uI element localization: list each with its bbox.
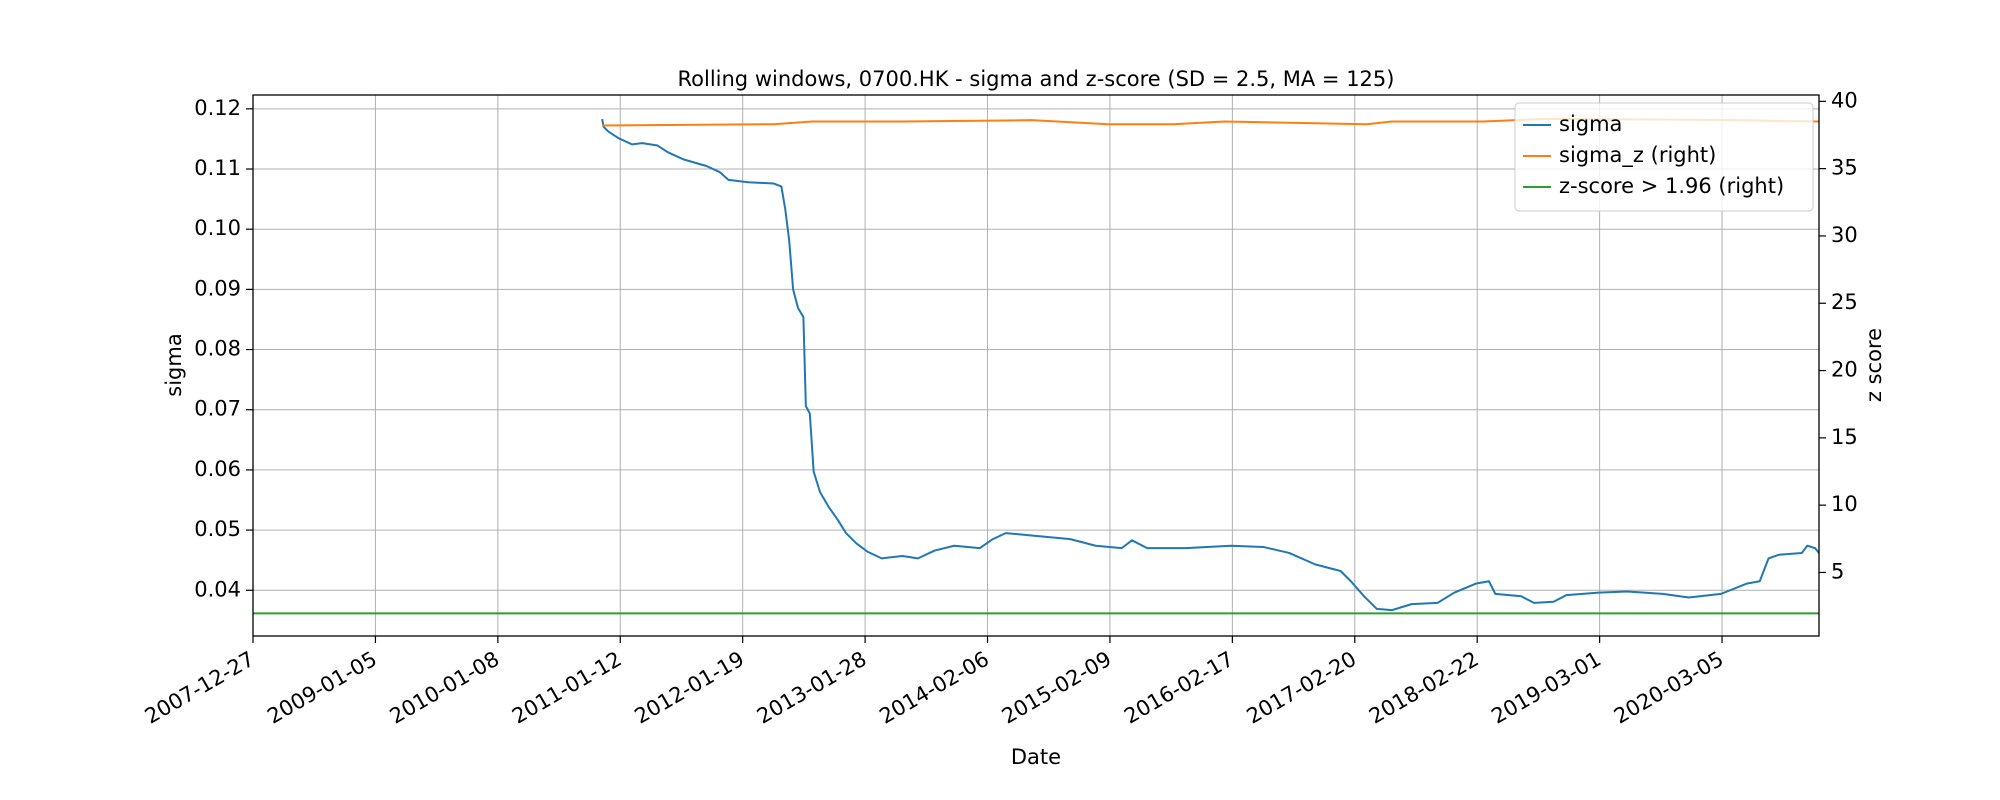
x-tick-label: 2014-02-06 [875, 647, 993, 729]
y2-axis-label: z score [1862, 328, 1886, 402]
x-tick-label: 2020-03-05 [1610, 647, 1728, 729]
y2-tick-label: 40 [1831, 88, 1858, 112]
x-tick-label: 2010-01-08 [386, 647, 504, 729]
x-tick-label: 2007-12-27 [141, 647, 259, 729]
legend-label: z-score > 1.96 (right) [1559, 174, 1784, 198]
y2-tick-label: 20 [1831, 358, 1858, 382]
x-tick-label: 2012-01-19 [630, 647, 748, 729]
y2-tick-label: 10 [1831, 492, 1858, 516]
y-tick-label: 0.07 [194, 397, 241, 421]
y-tick-label: 0.10 [194, 216, 241, 240]
y-tick-label: 0.12 [194, 96, 241, 120]
y-axis-label: sigma [162, 333, 186, 396]
y2-tick-label: 15 [1831, 425, 1858, 449]
y-tick-label: 0.05 [194, 517, 241, 541]
x-tick-label: 2011-01-12 [508, 647, 626, 729]
x-tick-label: 2017-02-20 [1243, 647, 1361, 729]
x-tick-label: 2018-02-22 [1365, 647, 1483, 729]
x-axis-label: Date [1011, 745, 1061, 769]
legend-box [1514, 102, 1814, 212]
y-tick-label: 0.09 [194, 276, 241, 300]
legend: sigma sigma_z (right) z-score > 1.96 (righ… [1514, 102, 1814, 212]
y2-tick-label: 35 [1831, 156, 1858, 180]
y-tick-label: 0.11 [194, 156, 241, 180]
y-tick-label: 0.04 [194, 577, 241, 601]
plot-frame [252, 94, 1820, 637]
y-tick-label: 0.06 [194, 457, 241, 481]
x-tick-label: 2009-01-05 [263, 647, 381, 729]
y2-tick-label: 30 [1831, 223, 1858, 247]
legend-label: sigma_z (right) [1559, 143, 1716, 168]
chart-title: Rolling windows, 0700.HK - sigma and z-s… [678, 67, 1395, 91]
x-tick-label: 2013-01-28 [753, 647, 871, 729]
series-line [601, 118, 1820, 612]
x-tick-label: 2015-02-09 [998, 647, 1116, 729]
y2-tick-label: 25 [1831, 290, 1858, 314]
y2-tick-label: 5 [1831, 559, 1844, 583]
y-tick-label: 0.08 [194, 337, 241, 361]
x-tick-label: 2019-03-01 [1487, 647, 1605, 729]
x-tick-label: 2016-02-17 [1120, 647, 1238, 729]
legend-label: sigma [1559, 112, 1622, 136]
